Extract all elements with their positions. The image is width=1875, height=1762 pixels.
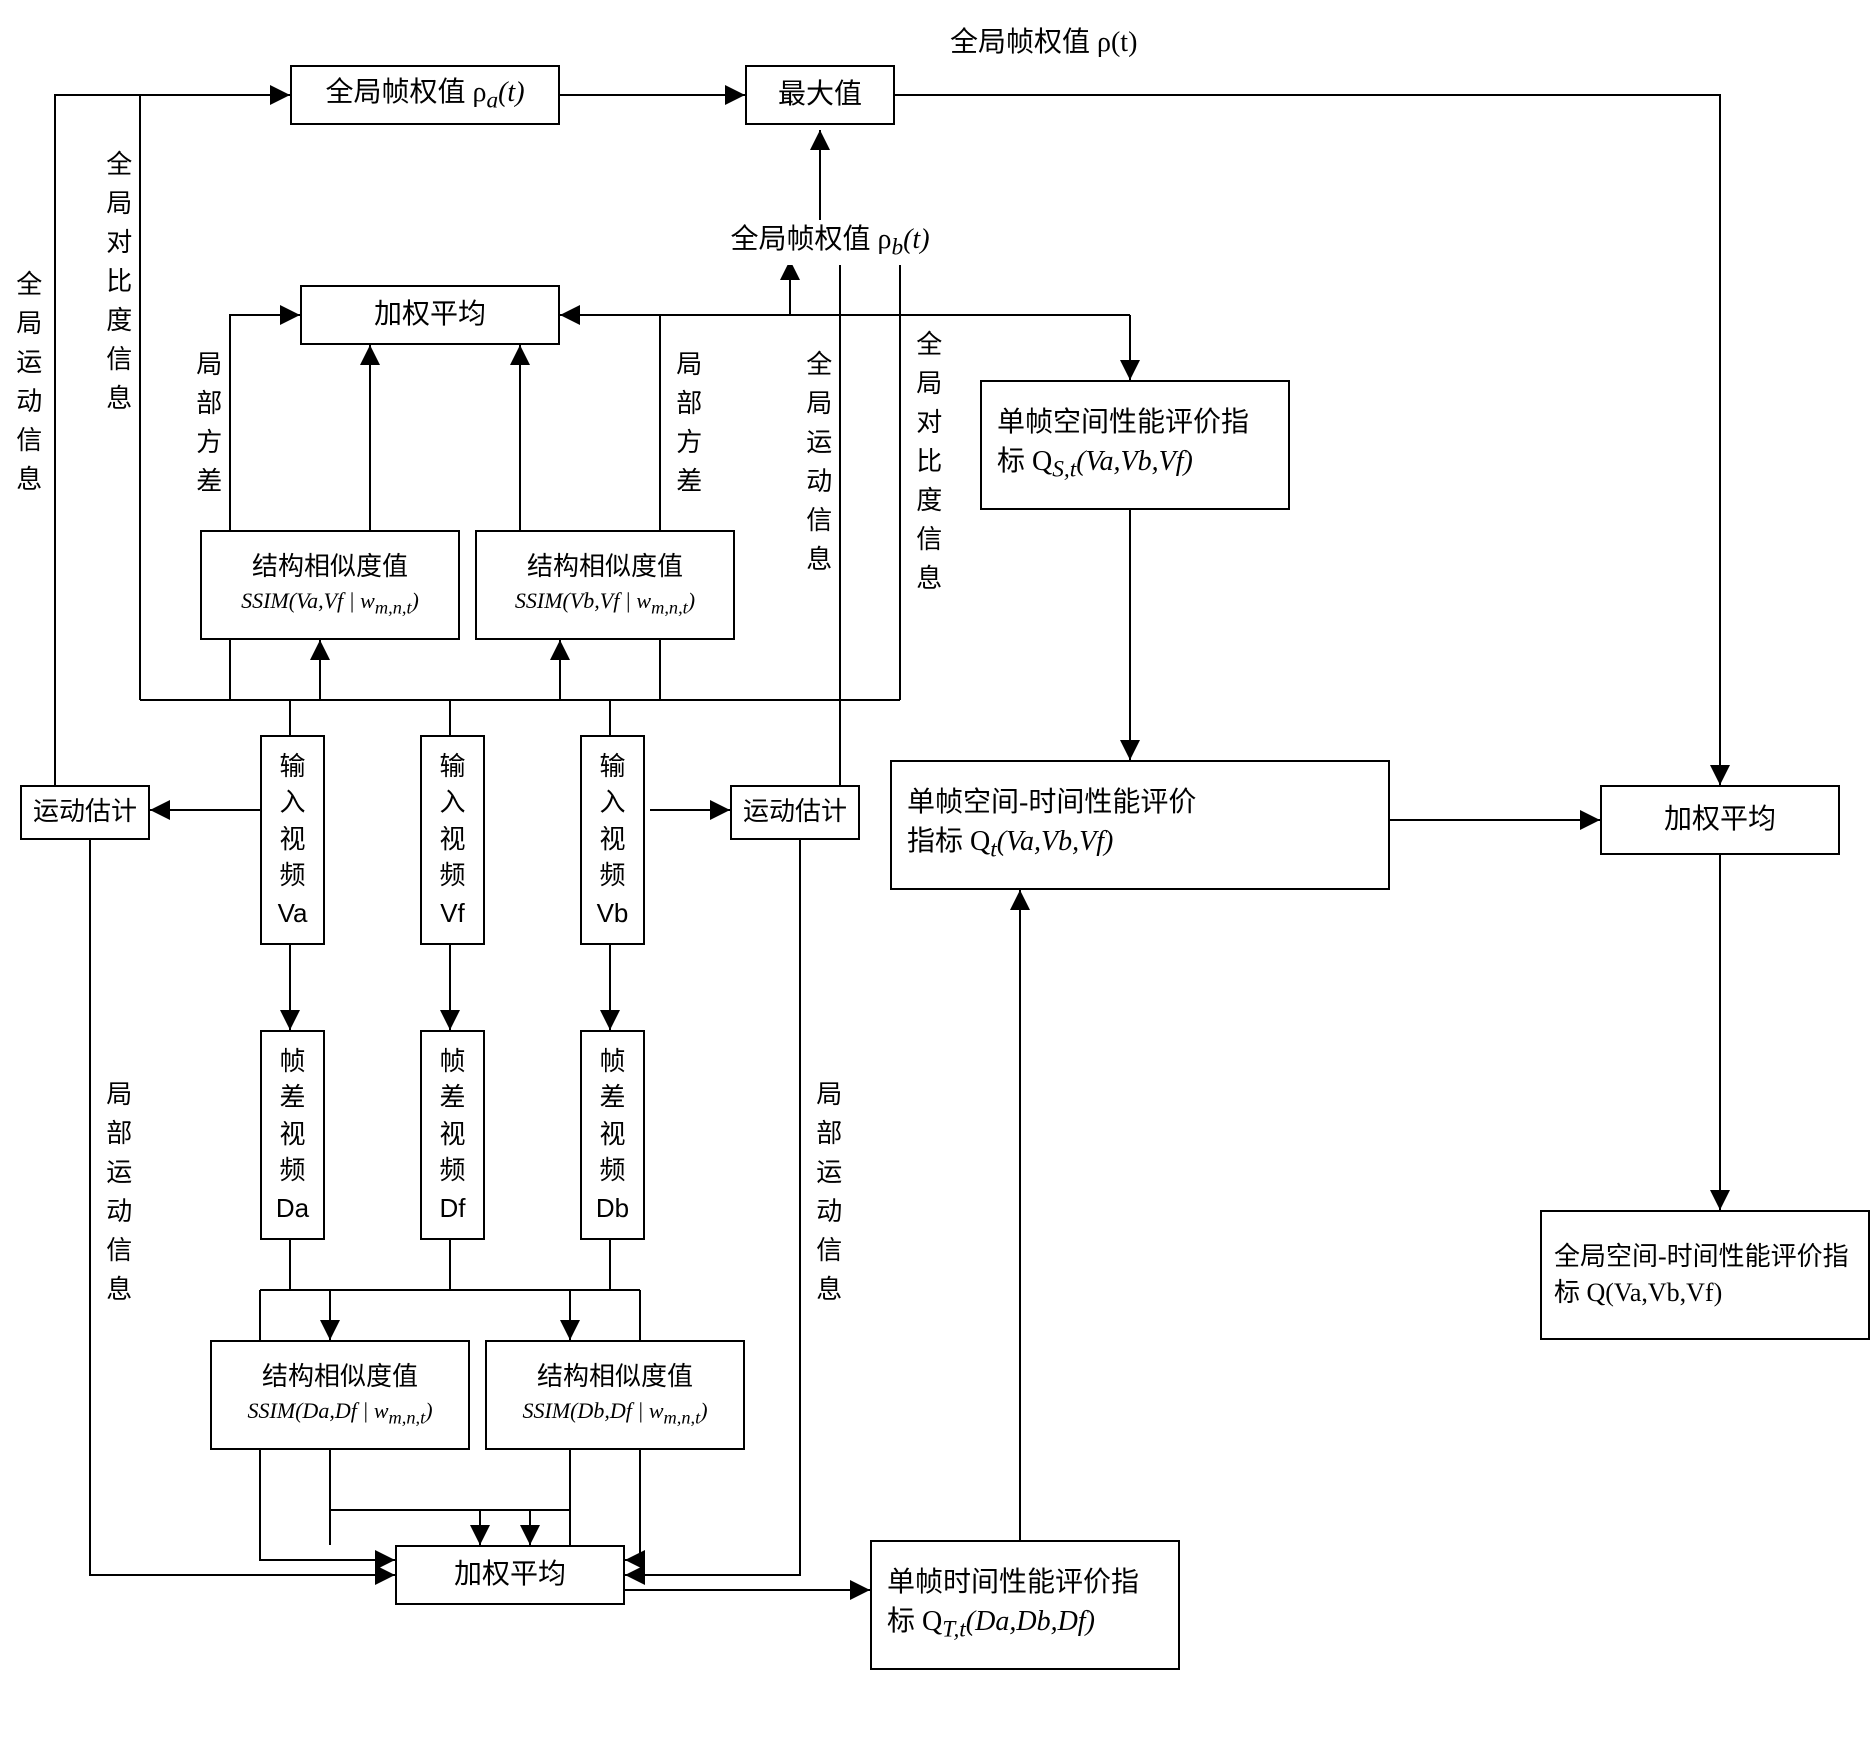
node-ssim-da-df: 结构相似度值 SSIM(Da,Df | wm,n,t) <box>210 1340 470 1450</box>
node-motion-est-right: 运动估计 <box>730 785 860 840</box>
label-global-contrast-left: 全局对比度信息 <box>100 150 134 423</box>
label-local-motion-right: 局部运动信息 <box>810 1080 844 1314</box>
node-max-value: 最大值 <box>745 65 895 125</box>
node-weighted-avg-right: 加权平均 <box>1600 785 1840 855</box>
node-input-vf: 输 入 视 频 Vf <box>420 735 485 945</box>
label-local-variance-right: 局部方差 <box>670 350 704 506</box>
label-local-variance-left: 局部方差 <box>190 350 224 506</box>
node-input-vb: 输 入 视 频 Vb <box>580 735 645 945</box>
node-input-va: 输 入 视 频 Va <box>260 735 325 945</box>
node-diff-da: 帧 差 视 频 Da <box>260 1030 325 1240</box>
label-local-motion-left: 局部运动信息 <box>100 1080 134 1314</box>
node-single-frame-st: 单帧空间-时间性能评价 指标 Qt(Va,Vb,Vf) <box>890 760 1390 890</box>
label-global-contrast-mid: 全局对比度信息 <box>910 330 944 603</box>
node-weighted-avg-bottom: 加权平均 <box>395 1545 625 1605</box>
label-top-rho-t: 全局帧权值 ρ(t) <box>950 25 1137 61</box>
label-global-motion-mid: 全局运动信息 <box>800 350 834 584</box>
label-global-motion-left: 全局运动信息 <box>10 270 44 504</box>
node-single-frame-spatial: 单帧空间性能评价指 标 QS,t(Va,Vb,Vf) <box>980 380 1290 510</box>
node-diff-db: 帧 差 视 频 Db <box>580 1030 645 1240</box>
node-diff-df: 帧 差 视 频 Df <box>420 1030 485 1240</box>
node-ssim-vb-vf: 结构相似度值 SSIM(Vb,Vf | wm,n,t) <box>475 530 735 640</box>
node-ssim-db-df: 结构相似度值 SSIM(Db,Df | wm,n,t) <box>485 1340 745 1450</box>
node-global-weight-a: 全局帧权值 ρa(t) <box>290 65 560 125</box>
node-ssim-va-vf: 结构相似度值 SSIM(Va,Vf | wm,n,t) <box>200 530 460 640</box>
node-global-weight-b: 全局帧权值 ρb(t) <box>700 220 960 265</box>
node-weighted-avg-top: 加权平均 <box>300 285 560 345</box>
node-single-frame-temporal: 单帧时间性能评价指 标 QT,t(Da,Db,Df) <box>870 1540 1180 1670</box>
node-global-st-metric: 全局空间-时间性能评价指 标 Q(Va,Vb,Vf) <box>1540 1210 1870 1340</box>
node-motion-est-left: 运动估计 <box>20 785 150 840</box>
